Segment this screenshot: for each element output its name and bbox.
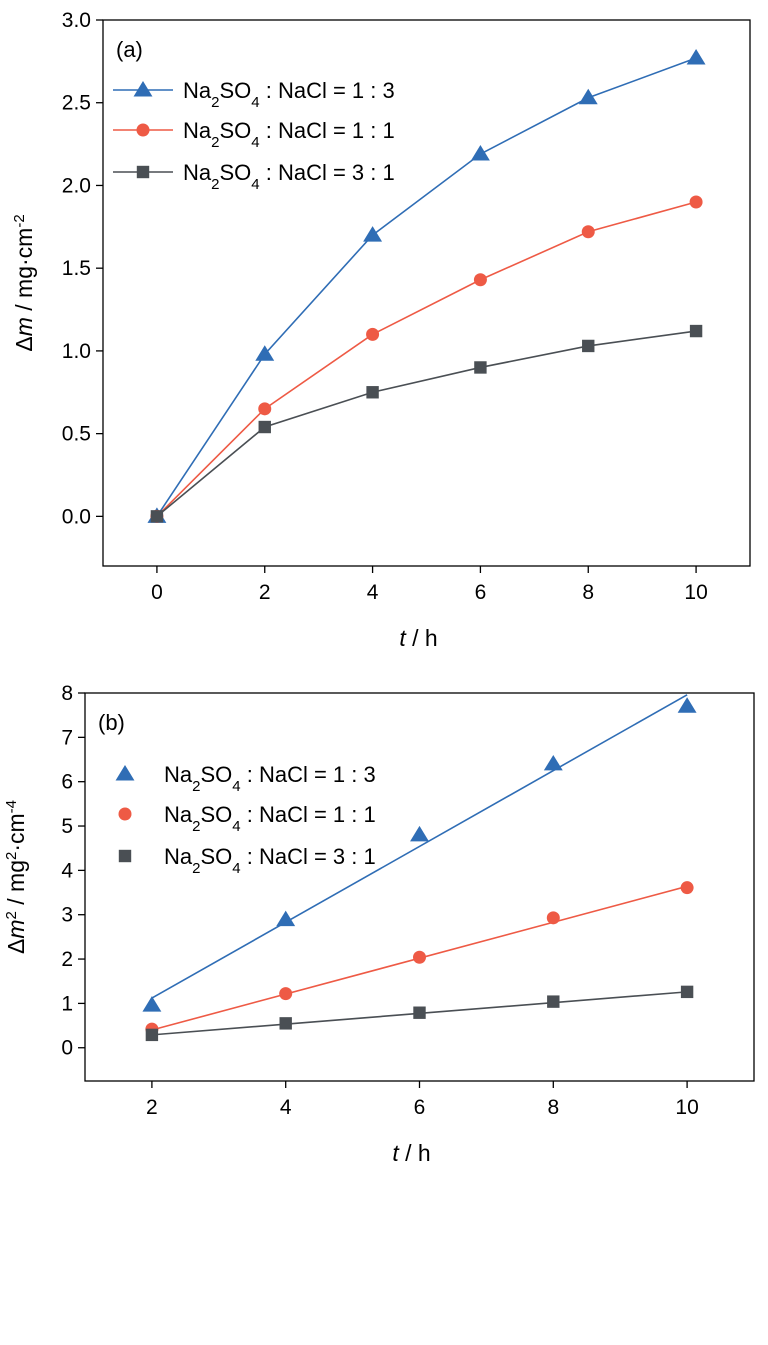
y-tick-label: 1 — [61, 992, 73, 1015]
legend-marker — [136, 123, 150, 137]
data-point — [689, 195, 703, 209]
x-tick-label: 6 — [414, 1096, 426, 1119]
x-tick-label: 10 — [675, 1096, 698, 1119]
series-circle — [145, 881, 694, 1036]
x-axis-label: t / h — [399, 625, 437, 651]
y-tick-label: 2.0 — [62, 174, 91, 197]
fit-line — [151, 694, 688, 999]
x-tick-label: 8 — [582, 581, 594, 604]
data-point — [363, 226, 383, 242]
x-tick-label: 8 — [547, 1096, 559, 1119]
x-tick-label: 4 — [280, 1096, 292, 1119]
data-point — [470, 145, 490, 161]
series-square — [145, 985, 694, 1042]
data-point — [258, 402, 272, 416]
plot-frame — [102, 19, 751, 567]
data-point — [410, 825, 429, 842]
y-tick-label: 3 — [61, 904, 73, 927]
data-point — [578, 88, 598, 105]
x-axis-label: t / h — [392, 1140, 430, 1166]
data-point — [366, 327, 380, 341]
chart-panel-a: 0 2 4 6 8 10 0.0 0.5 1.0 1.5 2.0 2.5 3.0 t / h Δm / mg… — [11, 9, 751, 651]
panel-label: (a) — [116, 37, 143, 62]
y-tick-label: 3.0 — [62, 9, 91, 32]
legend: Na2SO4 : NaCl = 1 : 3 Na2SO4 : NaCl = 1 :… — [115, 762, 376, 877]
legend-label: Na2SO4 : NaCl = 1 : 3 — [164, 762, 376, 795]
x-tick-label: 2 — [146, 1096, 158, 1119]
series-line — [156, 330, 697, 517]
data-point — [582, 339, 595, 353]
data-point — [547, 995, 560, 1008]
data-point — [413, 950, 426, 964]
legend-label: Na2SO4 : NaCl = 1 : 1 — [164, 802, 376, 835]
y-tick-label: 7 — [61, 726, 73, 749]
y-tick-label: 0 — [61, 1037, 73, 1060]
legend: Na2SO4 : NaCl = 1 : 3 Na2SO4 : NaCl = 1 :… — [113, 78, 395, 193]
data-point — [413, 1006, 426, 1019]
data-point — [142, 996, 162, 1012]
y-tick-label: 0.0 — [62, 505, 91, 528]
data-point — [686, 49, 706, 65]
data-point — [543, 754, 563, 771]
x-tick-label: 4 — [367, 581, 379, 604]
y-tick-label: 2.5 — [62, 92, 91, 115]
y-tick-label: 8 — [61, 682, 73, 705]
y-tick-label: 5 — [61, 815, 73, 838]
legend-marker — [136, 165, 150, 179]
series-circle — [150, 195, 703, 523]
legend-marker — [118, 849, 132, 863]
data-point — [680, 881, 694, 895]
series-line — [156, 57, 697, 517]
data-point — [279, 1017, 292, 1030]
data-point — [680, 985, 694, 999]
legend-marker — [133, 81, 153, 97]
series-square — [150, 324, 703, 523]
data-point — [145, 1028, 159, 1042]
y-tick-label: 0.5 — [62, 423, 91, 446]
data-point — [255, 345, 275, 361]
y-axis-label: Δm2 / mg2·cm-4 — [3, 800, 30, 954]
y-tick-label: 2 — [61, 948, 73, 971]
data-point — [689, 324, 703, 338]
y-tick-label: 1.5 — [62, 257, 91, 280]
legend-label: Na2SO4 : NaCl = 1 : 3 — [183, 78, 395, 111]
data-point — [677, 697, 697, 713]
x-tick-label: 10 — [684, 581, 707, 604]
data-point — [546, 911, 560, 925]
legend-label: Na2SO4 : NaCl = 3 : 1 — [183, 160, 395, 193]
legend-marker — [118, 807, 132, 821]
data-point — [473, 273, 487, 287]
series-line — [156, 201, 697, 517]
data-point — [279, 987, 293, 1001]
y-axis-label: Δm / mg·cm-2 — [11, 214, 38, 351]
x-tick-label: 6 — [475, 581, 487, 604]
chart-panel-b: 2 4 6 8 10 0 1 2 3 4 5 6 7 8 t / h Δm2 / mg2·cm-4 (b) Na2… — [3, 682, 755, 1166]
data-point — [150, 510, 164, 523]
legend-label: Na2SO4 : NaCl = 1 : 1 — [183, 118, 395, 151]
y-tick-label: 4 — [61, 859, 73, 882]
y-tick-label: 1.0 — [62, 340, 91, 363]
panel-label: (b) — [98, 710, 125, 735]
data-point — [581, 225, 595, 239]
legend-label: Na2SO4 : NaCl = 3 : 1 — [164, 844, 376, 877]
x-tick-label: 2 — [259, 581, 271, 604]
x-tick-label: 0 — [151, 581, 163, 604]
data-point — [258, 420, 271, 434]
plot-frame — [84, 692, 755, 1082]
series-triangle — [142, 694, 697, 1012]
data-point — [474, 361, 487, 374]
legend-marker — [115, 765, 135, 781]
data-point — [366, 386, 379, 399]
y-tick-label: 6 — [61, 771, 73, 794]
data-point — [276, 910, 296, 927]
